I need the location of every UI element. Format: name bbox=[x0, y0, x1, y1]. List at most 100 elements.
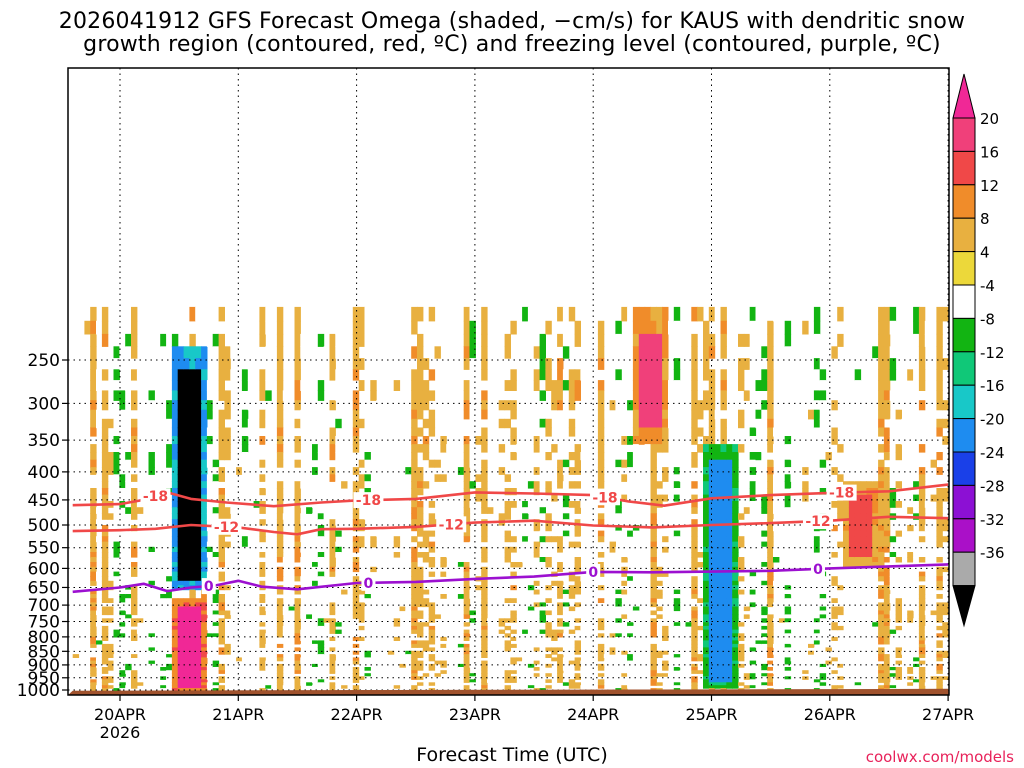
omega-cell bbox=[300, 333, 307, 347]
omega-cell bbox=[487, 618, 494, 623]
omega-cell bbox=[288, 640, 295, 645]
omega-cell bbox=[533, 660, 541, 665]
omega-cell bbox=[749, 614, 757, 619]
omega-cell bbox=[848, 557, 856, 563]
omega-cell bbox=[650, 452, 657, 461]
omega-cell bbox=[125, 452, 132, 461]
omega-cell bbox=[878, 618, 885, 623]
omega-cell bbox=[113, 525, 120, 532]
omega-cell bbox=[212, 576, 220, 582]
omega-cell bbox=[101, 562, 109, 568]
omega-cell bbox=[539, 452, 546, 461]
omega-cell bbox=[329, 444, 336, 453]
omega-cell bbox=[586, 474, 593, 482]
omega-cell bbox=[422, 640, 430, 645]
omega-cell bbox=[539, 663, 546, 668]
omega-cell bbox=[411, 436, 418, 445]
omega-cell bbox=[405, 333, 412, 347]
omega-cell bbox=[825, 557, 832, 563]
omega-cell bbox=[119, 576, 126, 582]
omega-cell bbox=[767, 488, 774, 496]
omega-cell bbox=[813, 679, 821, 683]
omega-cell bbox=[166, 474, 173, 482]
omega-cell bbox=[714, 409, 722, 420]
omega-cell bbox=[125, 614, 132, 619]
omega-cell bbox=[189, 629, 196, 634]
omega-cell bbox=[492, 660, 500, 665]
omega-cell bbox=[131, 682, 138, 686]
omega-cell bbox=[90, 546, 97, 553]
omega-cell bbox=[796, 427, 803, 437]
omega-cell bbox=[854, 530, 862, 537]
omega-cell bbox=[317, 682, 325, 686]
omega-cell bbox=[638, 333, 646, 347]
omega-cell bbox=[189, 390, 196, 401]
omega-cell bbox=[463, 580, 471, 586]
omega-cell bbox=[206, 494, 214, 502]
omega-cell bbox=[306, 673, 313, 677]
omega-cell bbox=[189, 682, 196, 686]
omega-cell bbox=[358, 618, 366, 623]
omega-cell bbox=[183, 629, 190, 634]
omega-cell bbox=[312, 452, 319, 461]
omega-cell bbox=[708, 679, 716, 683]
omega-cell bbox=[533, 380, 541, 391]
omega-cell bbox=[171, 629, 179, 634]
omega-cell bbox=[837, 685, 844, 689]
omega-cell bbox=[119, 552, 126, 558]
omega-cell bbox=[761, 654, 768, 658]
omega-cell bbox=[679, 633, 686, 638]
omega-cell bbox=[527, 427, 535, 437]
omega-cell bbox=[878, 459, 885, 468]
omega-cell bbox=[673, 602, 681, 608]
omega-cell bbox=[230, 369, 237, 381]
omega-cell bbox=[562, 333, 570, 347]
omega-cell bbox=[113, 629, 120, 634]
omega-cell bbox=[306, 358, 313, 370]
omega-cell bbox=[463, 488, 471, 496]
omega-cell bbox=[545, 380, 552, 391]
omega-cell bbox=[212, 618, 220, 623]
omega-cell bbox=[288, 688, 295, 692]
omega-cell bbox=[726, 541, 733, 548]
omega-cell bbox=[189, 530, 196, 537]
omega-cell bbox=[166, 552, 173, 558]
omega-cell bbox=[101, 369, 109, 381]
omega-cell bbox=[691, 670, 698, 674]
omega-cell bbox=[288, 418, 295, 429]
omega-cell bbox=[312, 688, 319, 692]
omega-cell bbox=[171, 636, 179, 641]
omega-cell bbox=[703, 530, 710, 537]
omega-cell bbox=[784, 513, 792, 520]
omega-cell bbox=[166, 380, 173, 391]
omega-cell bbox=[615, 525, 622, 532]
omega-cell bbox=[907, 614, 914, 619]
omega-cell bbox=[650, 676, 657, 680]
omega-cell bbox=[510, 614, 517, 619]
omega-cell bbox=[446, 409, 453, 420]
omega-cell bbox=[195, 640, 202, 645]
omega-cell bbox=[866, 519, 873, 526]
omega-cell bbox=[294, 380, 301, 391]
omega-cell bbox=[212, 452, 220, 461]
omega-cell bbox=[883, 546, 891, 553]
omega-cell bbox=[918, 525, 926, 532]
omega-cell bbox=[312, 552, 319, 558]
omega-cell bbox=[562, 552, 570, 558]
omega-cell bbox=[376, 519, 383, 526]
omega-cell bbox=[90, 346, 97, 359]
omega-cell bbox=[632, 640, 640, 645]
omega-cell bbox=[883, 400, 891, 411]
omega-cell bbox=[615, 625, 622, 631]
omega-cell bbox=[615, 320, 622, 335]
omega-cell bbox=[189, 636, 196, 641]
omega-cell bbox=[329, 346, 336, 359]
omega-cell bbox=[294, 682, 301, 686]
omega-cell bbox=[738, 589, 745, 595]
omega-cell bbox=[936, 614, 943, 619]
omega-cell bbox=[761, 667, 768, 671]
omega-cell bbox=[201, 507, 208, 514]
omega-cell bbox=[662, 400, 669, 411]
omega-cell bbox=[679, 660, 686, 665]
omega-cell bbox=[580, 501, 587, 508]
